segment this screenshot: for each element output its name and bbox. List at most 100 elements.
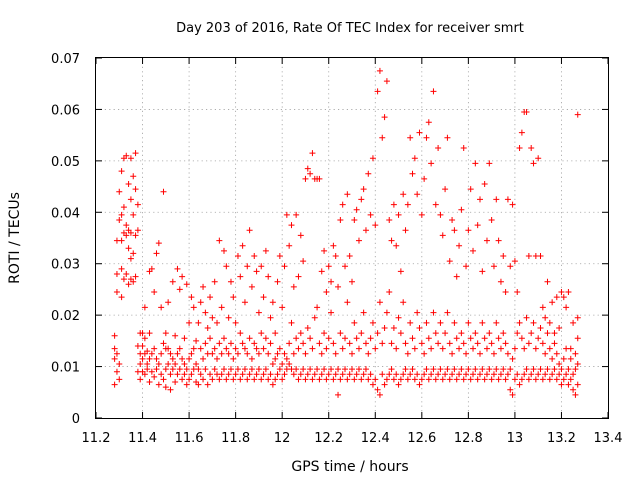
data-point [309,345,316,352]
data-point [120,204,127,211]
data-point [414,309,421,316]
data-point [486,160,493,167]
data-point [567,376,574,383]
data-point [253,268,260,275]
data-point [342,263,349,270]
data-point [423,319,430,326]
data-point [560,294,567,301]
data-point [304,325,311,331]
x-tick-label: 13.2 [547,431,576,446]
data-point [539,376,546,383]
data-point [241,299,248,306]
data-point [302,376,309,383]
data-point [183,281,190,288]
data-point [437,319,444,326]
data-point [230,376,237,383]
data-point [309,376,316,383]
data-point [490,350,497,357]
data-point [458,330,465,337]
data-point [442,330,449,337]
data-point [439,345,446,352]
data-point [111,381,118,388]
data-point [221,335,227,342]
data-point [442,371,449,378]
data-point [214,355,221,362]
data-point [477,350,483,357]
data-point [158,350,165,357]
data-point [388,340,395,347]
data-point [272,355,279,362]
y-tick-label: 0.01 [51,361,80,376]
data-point [355,366,362,373]
data-point [335,366,342,373]
data-point [337,330,344,337]
data-point [302,175,309,182]
data-point [539,340,546,347]
data-point [511,345,518,352]
data-point [530,366,537,373]
data-point [258,263,265,270]
data-point [525,340,532,347]
data-point [432,330,439,337]
data-point [127,229,134,236]
data-point [439,232,446,239]
data-point [437,211,444,218]
data-point [418,211,425,218]
data-point [167,371,174,378]
data-point [123,271,130,277]
data-point [477,196,483,203]
data-point [144,361,151,367]
data-point [346,253,353,259]
data-point [525,376,532,383]
data-point [500,330,507,337]
data-point [137,376,144,383]
data-point [421,175,428,182]
data-point [435,340,442,347]
data-point [123,222,130,229]
data-point [174,371,181,378]
data-point [567,345,574,352]
data-point [293,366,300,373]
data-point [183,366,190,373]
data-point [113,368,120,375]
x-tick-label: 13 [507,431,524,446]
data-point [525,253,532,259]
data-point [549,299,556,306]
data-point [558,381,565,388]
data-point [246,227,253,234]
data-point [223,263,230,270]
data-point [507,386,514,393]
data-point [183,381,190,388]
data-points [111,67,581,398]
data-point [362,340,369,347]
data-point [237,330,244,337]
data-point [546,319,553,326]
data-point [207,335,214,342]
data-point [570,386,577,393]
data-point [216,340,223,347]
data-point [155,240,162,247]
data-point [120,276,127,283]
data-point [560,376,567,383]
data-point [297,330,304,337]
data-point [218,304,225,311]
data-point [451,319,458,326]
data-point [179,355,186,362]
data-point [216,376,223,383]
data-point [397,376,404,383]
data-point [272,376,279,383]
data-point [253,345,260,352]
data-point [428,345,435,352]
data-point [204,325,211,331]
data-point [258,376,265,383]
data-point [237,273,244,280]
data-point [516,145,523,151]
data-point [537,325,544,331]
data-point [141,371,148,378]
y-tick-label: 0.04 [51,206,80,221]
data-point [232,345,239,352]
data-point [181,335,188,342]
data-point [195,381,202,388]
data-point [300,340,307,347]
data-point [113,289,120,295]
